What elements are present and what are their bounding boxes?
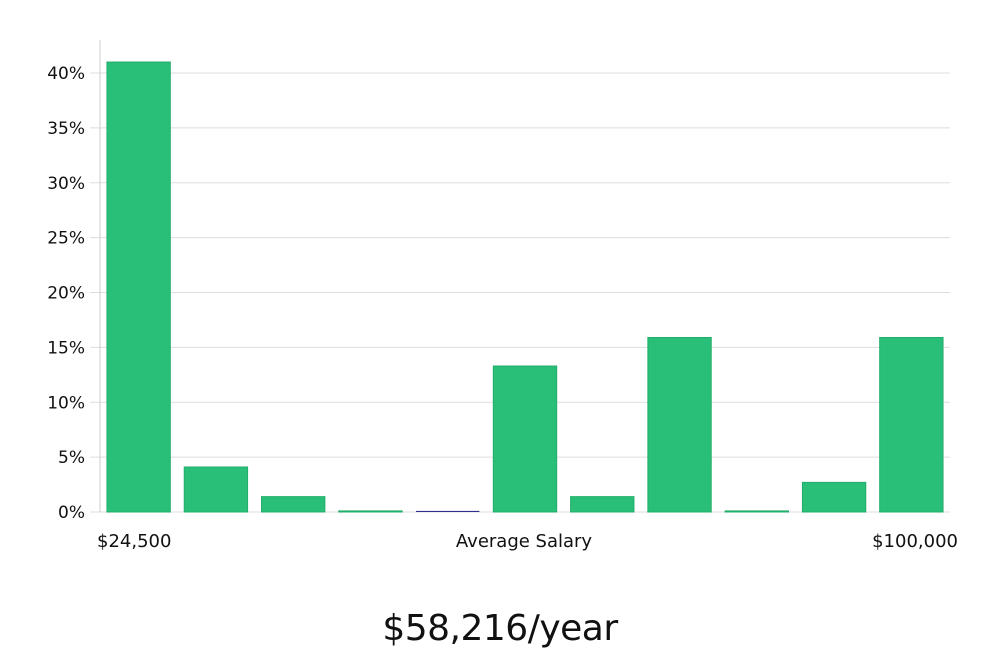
y-tick-label: 10%	[47, 393, 85, 413]
salary-bar	[416, 510, 480, 512]
y-tick-label: 40%	[47, 64, 85, 84]
salary-histogram-chart: 0% 5% 10% 15% 20% 25% 30% 35% 40% $24,500 Averag…	[47, 40, 958, 552]
grid-lines	[90, 72, 950, 513]
bar-series	[106, 61, 944, 513]
salary-bar	[570, 496, 635, 513]
y-tick-label: 15%	[47, 338, 85, 358]
x-axis-title: Average Salary	[456, 531, 593, 552]
salary-bar	[492, 365, 558, 513]
salary-bar	[879, 337, 944, 513]
y-axis-ticks: 0% 5% 10% 15% 20% 25% 30% 35% 40%	[47, 64, 85, 523]
salary-bar	[647, 337, 712, 513]
salary-bar	[338, 510, 403, 513]
y-tick-label: 20%	[47, 284, 85, 304]
salary-bar	[801, 481, 867, 513]
y-tick-label: 30%	[47, 174, 85, 194]
y-tick-label: 35%	[47, 119, 85, 139]
y-tick-label: 0%	[58, 503, 85, 523]
y-tick-label: 25%	[47, 229, 85, 249]
x-axis-max-label: $100,000	[872, 531, 958, 552]
x-axis-min-label: $24,500	[97, 531, 171, 552]
salary-bar	[261, 496, 326, 513]
average-salary-summary: $58,216/year	[382, 608, 618, 649]
y-tick-label: 5%	[58, 448, 85, 468]
salary-bar	[106, 61, 171, 513]
salary-bar	[183, 466, 249, 513]
salary-bar	[724, 510, 790, 513]
